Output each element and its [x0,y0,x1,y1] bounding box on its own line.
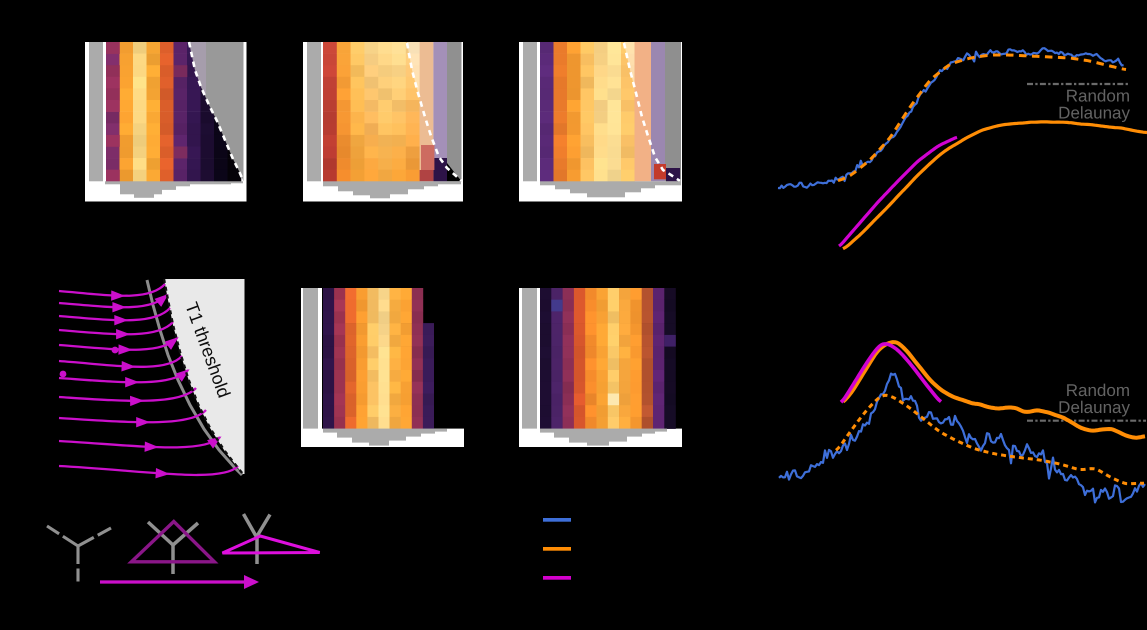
svg-text:Delaunay: Delaunay [1058,398,1130,417]
svg-text:Delaunay: Delaunay [1058,104,1130,123]
svg-text:Random: Random [1066,87,1130,106]
svg-text:Random: Random [1066,381,1130,400]
